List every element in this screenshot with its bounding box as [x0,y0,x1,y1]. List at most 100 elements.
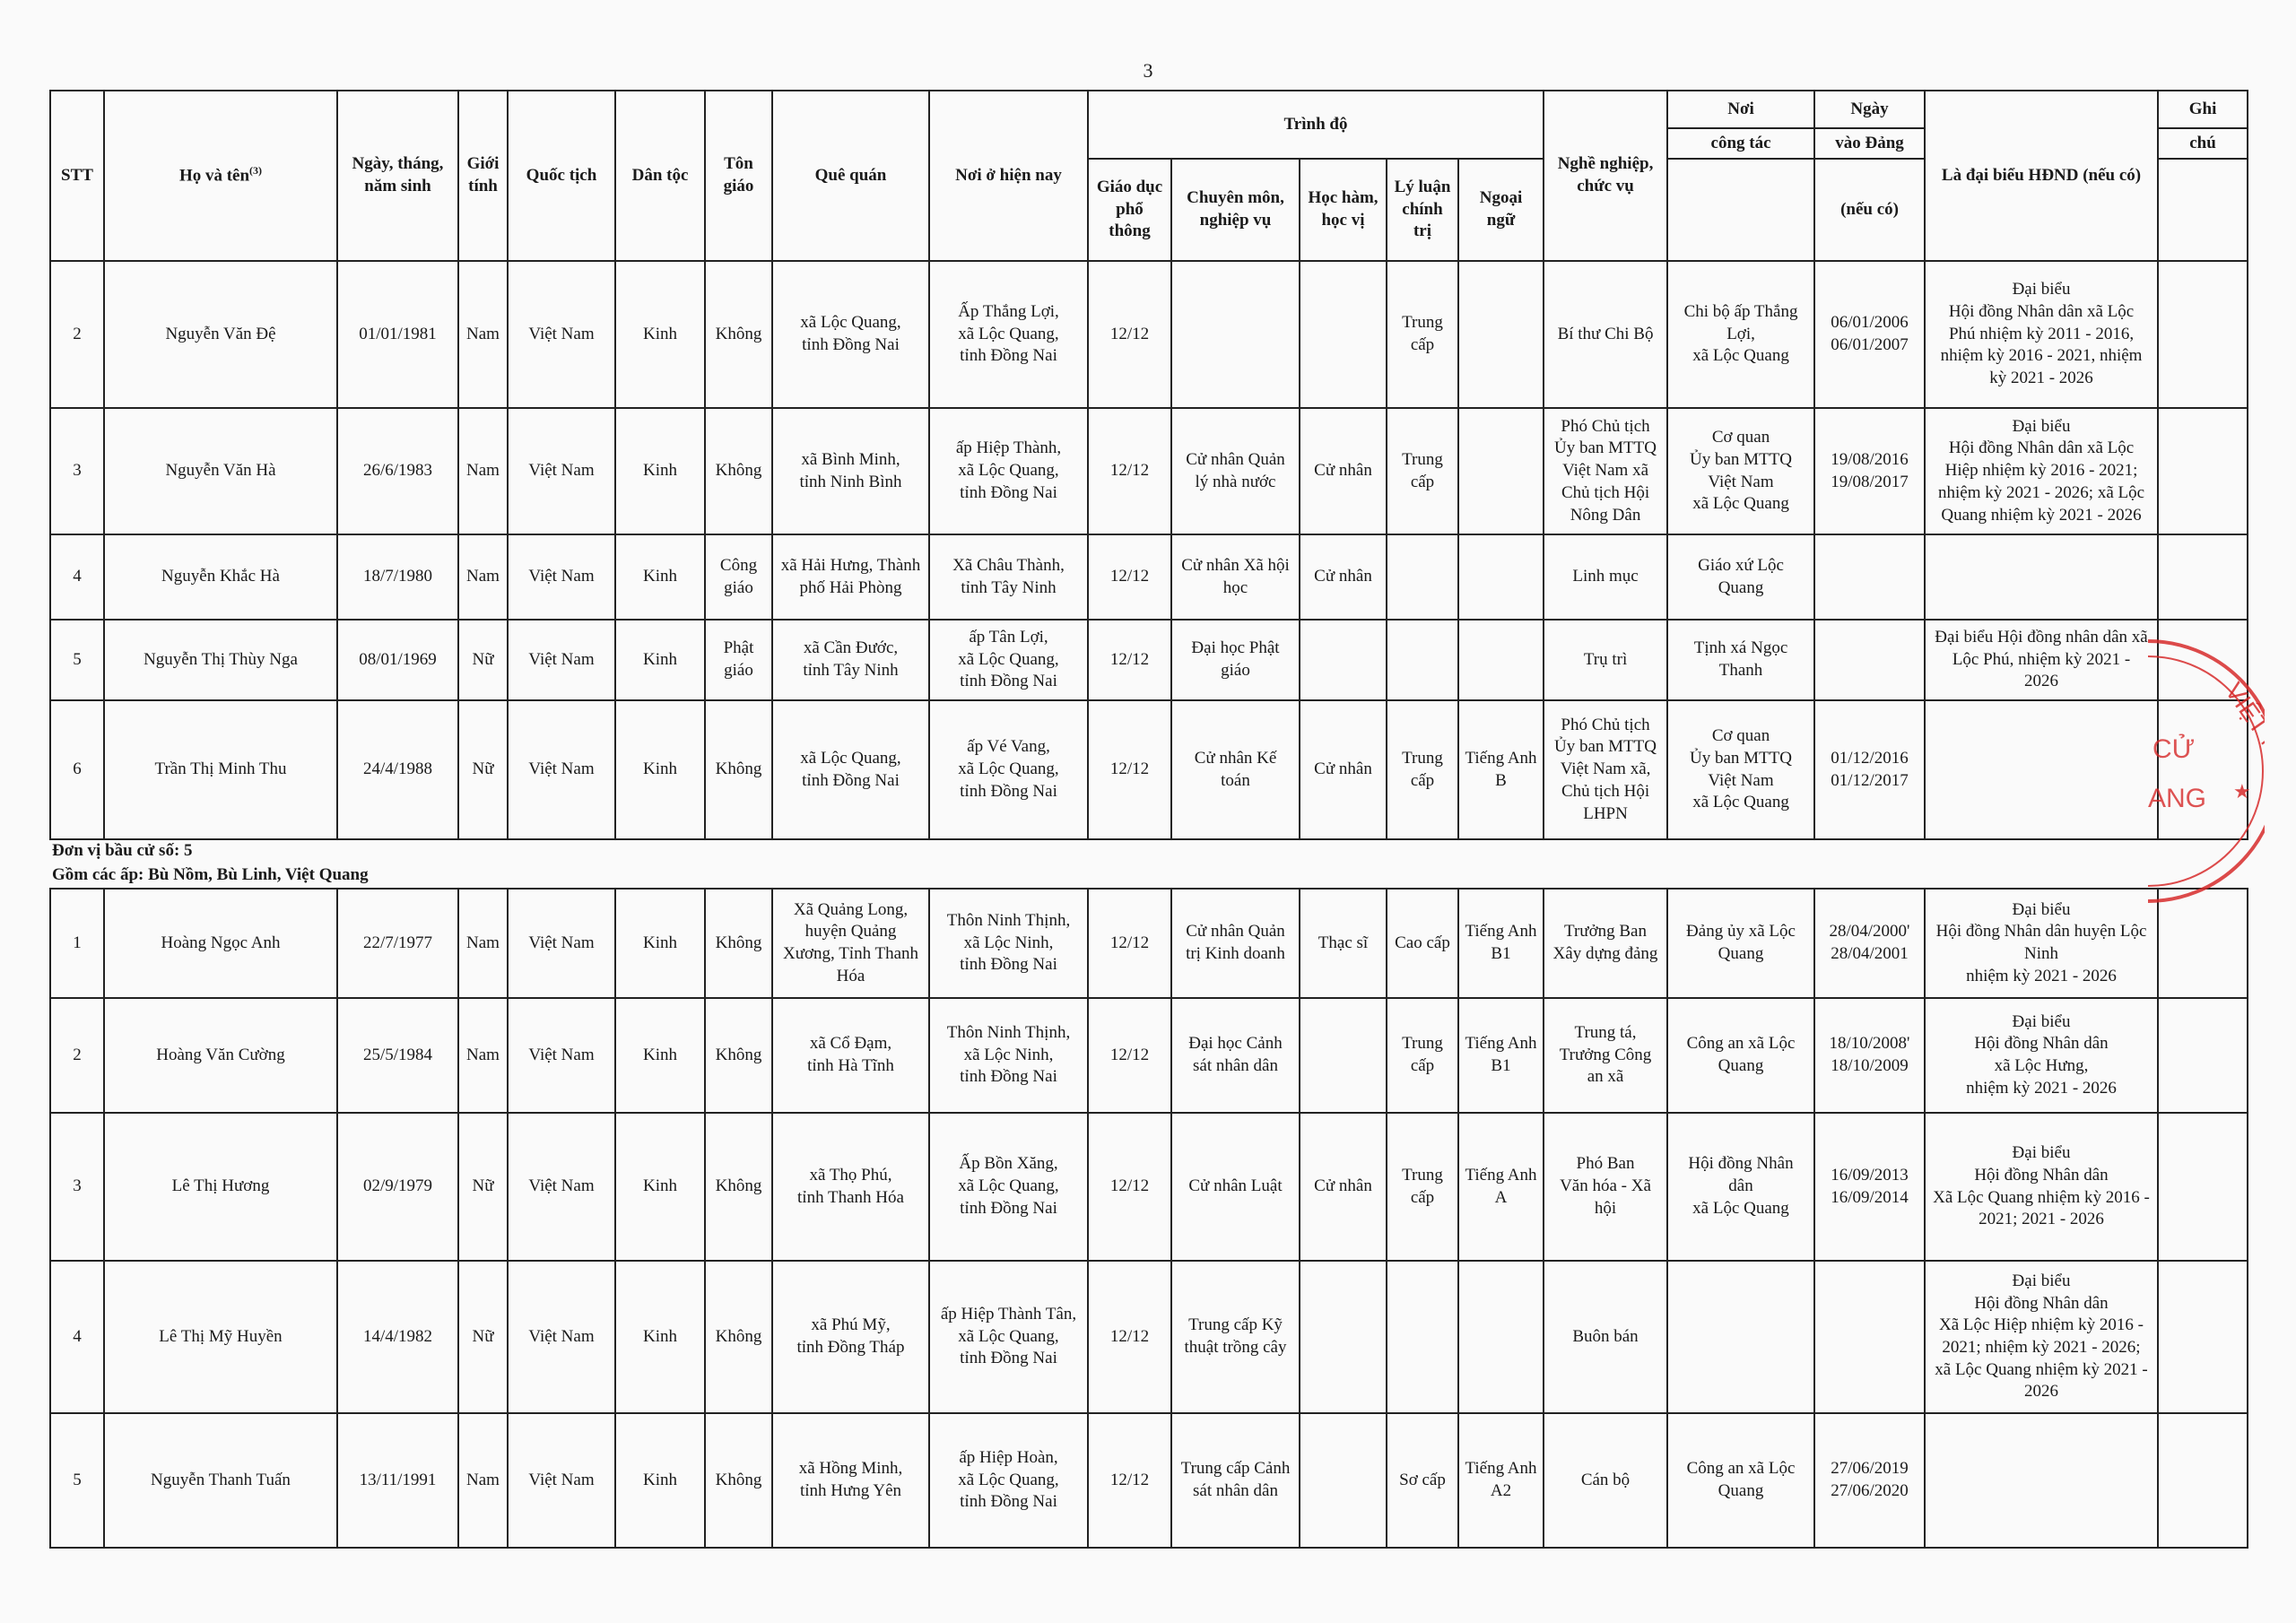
table-row: 6 Trần Thị Minh Thu 24/4/1988 Nữ Việt Nam Kin… [49,699,2249,840]
cell-workplace [1666,1260,1815,1414]
cell-degree: Thạc sĩ [1299,888,1387,999]
cell-occupation: Trụ trì [1543,619,1669,701]
cell-occupation: Bí thư Chi Bộ [1543,260,1669,409]
cell-name: Lê Thị Hương [103,1112,338,1262]
cell-hometown: xã Thọ Phú, tỉnh Thanh Hóa [771,1112,930,1262]
cell-political [1386,534,1459,621]
cell-ethnicity: Kinh [614,260,706,409]
header-degree: Học hàm, học vị [1299,158,1387,262]
cell-general-edu: 12/12 [1087,619,1172,701]
cell-political: Trung cấp [1386,407,1459,535]
cell-party: 27/06/2019 27/06/2020 [1813,1412,1926,1549]
header-hometown: Quê quán [771,90,930,262]
cell-ethnicity: Kinh [614,1260,706,1414]
table-row: 3 Lê Thị Hương 02/9/1979 Nữ Việt Nam Kinh Khôn… [49,1112,2248,1262]
cell-delegate: Đại biểu Hội đồng Nhân dân xã Lộc Hưng, … [1924,997,2159,1114]
cell-residence: Xã Châu Thành, tỉnh Tây Ninh [928,534,1089,621]
cell-degree [1299,260,1387,409]
cell-gender: Nữ [457,1112,509,1262]
cell-nationality: Việt Nam [507,619,616,701]
cell-specialty: Cử nhân Luật [1170,1112,1300,1262]
cell-name: Nguyễn Khắc Hà [103,534,338,621]
cell-gender: Nam [457,997,509,1114]
cell-stt: 4 [49,1260,105,1414]
header-religion: Tôn giáo [704,90,773,262]
cell-dob: 24/4/1988 [336,699,459,840]
cell-degree [1299,619,1387,701]
cell-language: Tiếng Anh B1 [1457,888,1544,999]
header-ethnicity: Dân tộc [614,90,706,262]
cell-note [2157,1412,2248,1549]
cell-gender: Nam [457,407,509,535]
header-stt: STT [49,90,105,262]
cell-occupation: Trung tá, Trưởng Công an xã [1543,997,1668,1114]
cell-stt: 1 [49,888,105,999]
cell-language [1457,1260,1544,1414]
cell-stt: 3 [49,1112,105,1262]
header-residence: Nơi ở hiện nay [928,90,1089,262]
cell-workplace: Cơ quan Ủy ban MTTQ Việt Nam xã Lộc Quan… [1666,407,1816,535]
cell-workplace: Hội đồng Nhân dân xã Lộc Quang [1666,1112,1815,1262]
header-nationality: Quốc tịch [507,90,616,262]
cell-occupation: Phó Chủ tịch Ủy ban MTTQ Việt Nam xã Chủ… [1543,407,1669,535]
cell-ethnicity: Kinh [614,534,706,621]
cell-residence: ấp Hiệp Hoàn, xã Lộc Quang, tỉnh Đồng Na… [928,1412,1089,1549]
cell-general-edu: 12/12 [1087,888,1172,999]
cell-workplace: Công an xã Lộc Quang [1666,1412,1815,1549]
cell-political [1386,619,1459,701]
header-note-blank [2157,158,2249,262]
header-dob: Ngày, tháng, năm sinh [336,90,459,262]
cell-party: 28/04/2000' 28/04/2001 [1813,888,1926,999]
cell-occupation: Buôn bán [1543,1260,1668,1414]
cell-hometown: xã Phú Mỹ, tỉnh Đồng Tháp [771,1260,930,1414]
cell-delegate: Đại biểu Hội đồng nhân dân xã Lộc Phú, n… [1924,619,2160,701]
cell-party [1813,619,1926,701]
cell-name: Nguyễn Văn Đệ [103,260,338,409]
cell-specialty: Đại học Cảnh sát nhân dân [1170,997,1300,1114]
table-row: 1 Hoàng Ngọc Anh 22/7/1977 Nam Việt Nam Kinh K… [49,888,2248,999]
cell-dob: 08/01/1969 [336,619,459,701]
cell-occupation: Phó Chủ tịch Ủy ban MTTQ Việt Nam xã, Ch… [1543,699,1669,840]
cell-delegate [1924,699,2160,840]
cell-ethnicity: Kinh [614,407,706,535]
header-specialty: Chuyên môn, nghiệp vụ [1170,158,1300,262]
cell-religion: Không [704,1260,773,1414]
cell-dob: 22/7/1977 [336,888,459,999]
cell-party [1813,534,1926,621]
table-row: 5 Nguyễn Thanh Tuấn 13/11/1991 Nam Việt Nam K… [49,1412,2248,1549]
cell-name: Hoàng Ngọc Anh [103,888,338,999]
cell-language: Tiếng Anh A2 [1457,1412,1544,1549]
cell-degree [1299,1412,1387,1549]
header-name: Họ và tên(3) [103,90,338,262]
cell-nationality: Việt Nam [507,1260,616,1414]
cell-language [1457,619,1545,701]
cell-residence: Thôn Ninh Thịnh, xã Lộc Ninh, tỉnh Đồng … [928,888,1089,999]
cell-stt: 4 [49,534,105,621]
cell-language [1457,260,1545,409]
cell-gender: Nam [457,1412,509,1549]
table-row: 5 Nguyễn Thị Thùy Nga 08/01/1969 Nữ Việt Nam… [49,619,2249,701]
cell-dob: 18/7/1980 [336,534,459,621]
cell-workplace: Chi bộ ấp Thắng Lợi, xã Lộc Quang [1666,260,1816,409]
cell-residence: ấp Vé Vang, xã Lộc Quang, tỉnh Đồng Nai [928,699,1089,840]
cell-name: Nguyễn Thanh Tuấn [103,1412,338,1549]
cell-degree: Cử nhân [1299,407,1387,535]
page-number: 3 [1143,59,1153,82]
cell-language: Tiếng Anh A [1457,1112,1544,1262]
table-row: 4 Nguyễn Khắc Hà 18/7/1980 Nam Việt Nam Kinh C… [49,534,2249,621]
header-note-2: chú [2157,127,2249,160]
cell-party [1813,1260,1926,1414]
cell-political: Sơ cấp [1386,1412,1459,1549]
header-name-text: Họ và tên [178,166,250,186]
cell-religion: Không [704,407,773,535]
cell-hometown: xã Hải Hưng, Thành phố Hải Phòng [771,534,930,621]
cell-party: 06/01/2006 06/01/2007 [1813,260,1926,409]
cell-stt: 2 [49,997,105,1114]
cell-note [2157,619,2249,701]
cell-general-edu: 12/12 [1087,260,1172,409]
cell-nationality: Việt Nam [507,1412,616,1549]
cell-specialty: Đại học Phật giáo [1170,619,1300,701]
cell-ethnicity: Kinh [614,699,706,840]
cell-religion: Không [704,888,773,999]
electoral-unit-group: Đơn vị bầu cử số: 5 Gồm các ấp: Bù Nồm, … [52,838,369,887]
